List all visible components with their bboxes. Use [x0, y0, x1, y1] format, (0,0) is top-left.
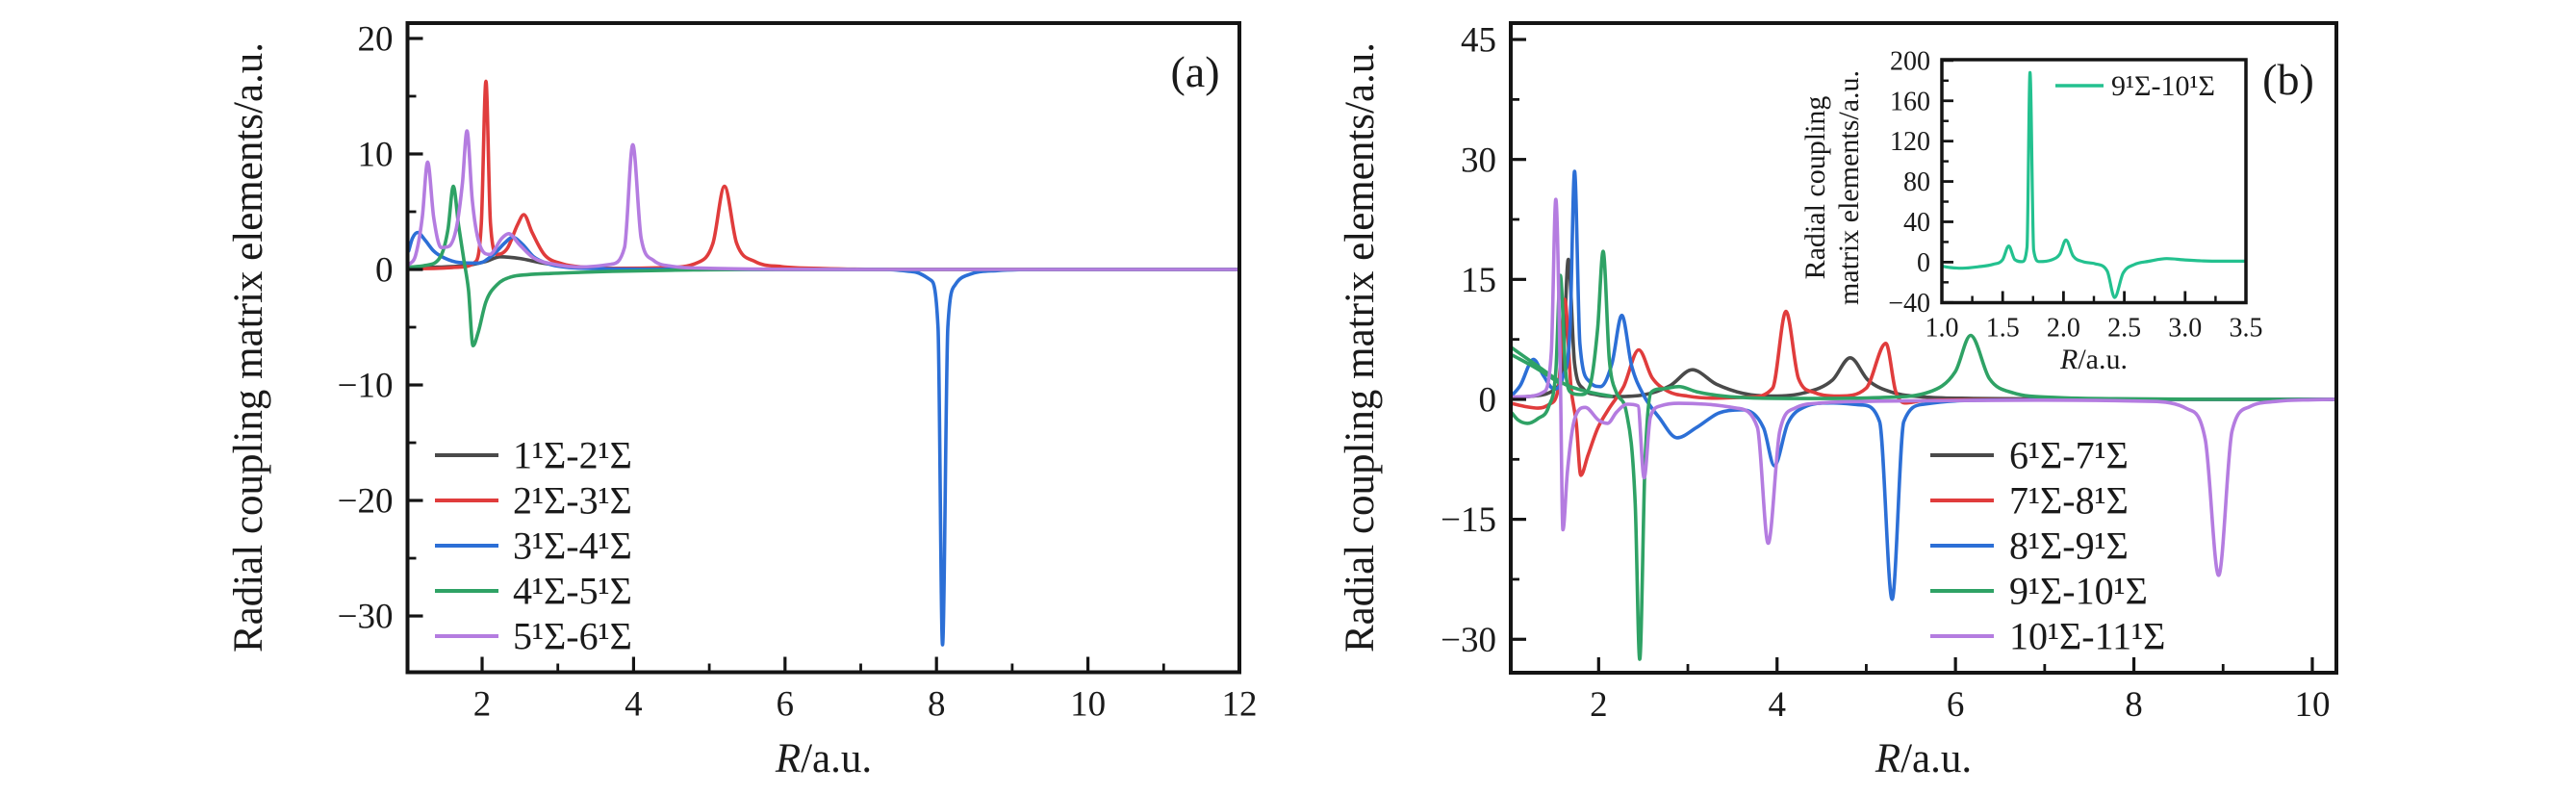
panel-b-inset-x-tick-label: 3.5	[2230, 314, 2263, 344]
panel-b-inset-legend-label: 9¹Σ-10¹Σ	[2111, 70, 2215, 102]
panel-a-legend-label: 4¹Σ-5¹Σ	[513, 570, 632, 613]
panel-b-y-tick-label: 45	[1461, 21, 1496, 61]
panel-b-x-tick-label: 8	[2125, 685, 2143, 725]
panel-b-inset-x-tick-label: 2.0	[2047, 314, 2080, 344]
panel-a-x-tick-label: 8	[928, 685, 946, 725]
panel-b-inset-x-tick-label: 1.0	[1926, 314, 1959, 344]
panel-a-x-tick-label: 6	[777, 685, 795, 725]
panel-b-x-tick-label: 4	[1768, 685, 1786, 725]
panel-b-series-curve-6	[1511, 197, 2336, 577]
panel-a-x-tick-label: 12	[1222, 685, 1258, 725]
panel-a-series-curve-4	[407, 129, 1239, 271]
panel-b-inset-y-tick-label: 0	[1917, 248, 1930, 278]
panel-b-series-curve-1	[1511, 297, 2336, 477]
panel-a-legend-label: 1¹Σ-2¹Σ	[513, 434, 632, 477]
panel-a-y-tick-label: 0	[375, 251, 394, 291]
panel-a-series-curve-1	[407, 79, 1239, 271]
panel-a-x-tick-label: 4	[625, 685, 643, 725]
panel-b-inset-y-tick-label: 160	[1890, 87, 1930, 116]
panel-a-legend-label: 3¹Σ-4¹Σ	[513, 524, 632, 568]
panel-b-series-curve-4	[1511, 345, 1614, 398]
panel-a-y-tick-label: −10	[338, 367, 394, 406]
panel-b-inset-x-tick-label: 3.0	[2168, 314, 2202, 344]
panel-b-series-curve-5	[1511, 352, 1564, 386]
panel-b-inset-series-curve-0	[1942, 70, 2246, 299]
panel-b-inset-y-tick-label: 40	[1903, 208, 1930, 238]
panel-b-y-axis-title: Radial coupling matrix elements/a.u.	[1338, 42, 1383, 652]
panel-b-x-axis-title: R/a.u.	[1875, 736, 1972, 781]
panel-a-x-tick-label: 10	[1070, 685, 1106, 725]
panel-b-legend-label: 10¹Σ-11¹Σ	[2009, 615, 2165, 658]
panel-a-plot-box	[405, 21, 1241, 675]
panel-b-inset-y-axis-title: matrix elements/a.u.	[1833, 70, 1865, 305]
panel-b-inset-y-tick-label: 80	[1903, 167, 1930, 197]
panel-b-plot-box	[1509, 21, 2338, 675]
panel-b-inset-y-tick-label: −40	[1888, 289, 1930, 319]
panel-b-y-tick-label: −30	[1441, 621, 1496, 660]
panel-b-series-curve-2	[1511, 169, 2336, 601]
panel-b-legend-label: 6¹Σ-7¹Σ	[2009, 434, 2129, 477]
panel-a-tag: (a)	[1170, 47, 1219, 96]
panel-b-x-tick-label: 10	[2294, 685, 2330, 725]
panel-a-legend-label: 5¹Σ-6¹Σ	[513, 615, 632, 658]
panel-a-x-tick-label: 2	[473, 685, 492, 725]
panel-b-legend-label: 9¹Σ-10¹Σ	[2009, 570, 2148, 613]
panel-a-x-axis-title: R/a.u.	[775, 736, 872, 781]
panel-b-tag: (b)	[2262, 55, 2314, 104]
panel-b-legend-label: 7¹Σ-8¹Σ	[2009, 479, 2129, 523]
panel-b-y-tick-label: −15	[1441, 500, 1496, 540]
panel-b-inset-x-tick-label: 1.5	[1986, 314, 2020, 344]
panel-b-y-tick-label: 15	[1461, 261, 1496, 300]
panel-a-y-tick-label: −30	[338, 598, 394, 637]
panel-b-y-tick-label: 0	[1479, 381, 1497, 421]
panel-b-series-curve-3	[1511, 249, 2336, 661]
panel-a-y-axis-title: Radial coupling matrix elements/a.u.	[226, 42, 271, 652]
panel-a-legend-label: 2¹Σ-3¹Σ	[513, 479, 632, 523]
panel-b-y-tick-label: 30	[1461, 141, 1496, 180]
panel-b-inset-y-tick-label: 200	[1890, 46, 1930, 76]
panel-b-x-tick-label: 2	[1590, 685, 1608, 725]
panel-b-inset-x-axis-title: R/a.u.	[2059, 344, 2128, 375]
panel-b-inset-y-tick-label: 120	[1890, 127, 1930, 157]
panel-b-legend-label: 8¹Σ-9¹Σ	[2009, 524, 2129, 568]
panel-b-x-tick-label: 6	[1947, 685, 1965, 725]
panel-b-inset-y-axis-title: Radial coupling	[1799, 96, 1831, 280]
panel-a-y-tick-label: 20	[358, 20, 394, 60]
panel-a-y-tick-label: 10	[358, 136, 394, 175]
panel-a-y-tick-label: −20	[338, 482, 394, 522]
panel-a-series-curve-3	[407, 184, 1239, 347]
panel-b-inset-x-tick-label: 2.5	[2107, 314, 2141, 344]
